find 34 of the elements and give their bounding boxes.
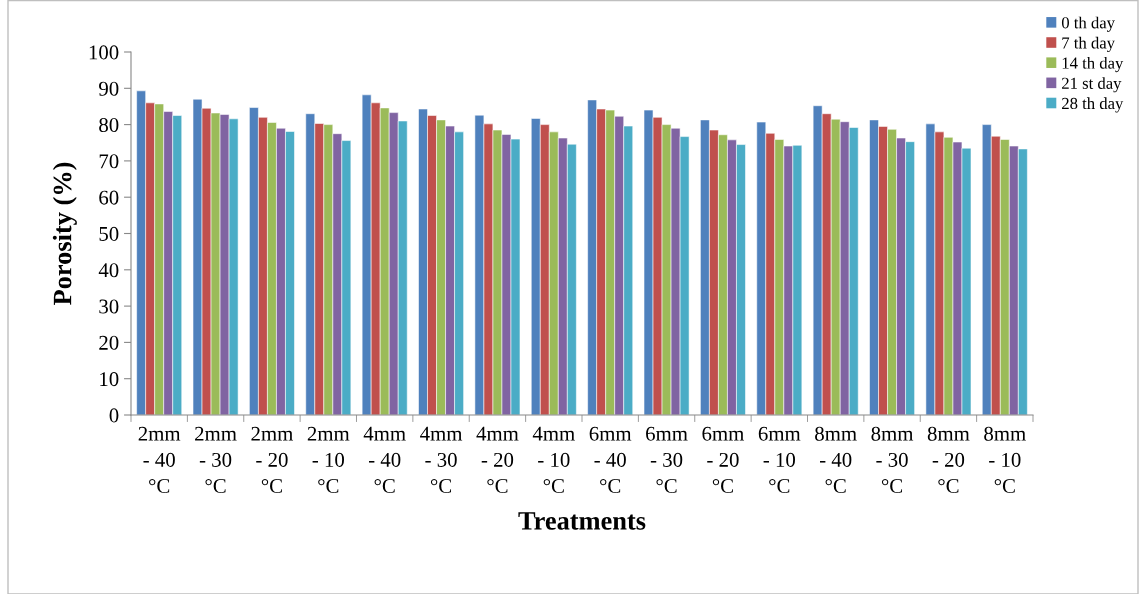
x-tick-label: 6mm - 10 °C: [758, 426, 801, 494]
y-tick-label: 70: [99, 154, 119, 169]
legend-label: 28 th day: [1062, 97, 1124, 113]
x-tick-label: 4mm - 40 °C: [363, 426, 406, 494]
legend-label: 21 st day: [1062, 77, 1122, 93]
x-tick-label: 6mm - 20 °C: [702, 426, 745, 494]
x-axis-title: Treatments: [518, 512, 646, 530]
x-tick-label: 8mm - 30 °C: [871, 426, 914, 494]
y-tick-label: 40: [98, 263, 119, 278]
legend-label: 0 th day: [1061, 16, 1115, 32]
y-tick-label: 50: [99, 226, 119, 241]
y-tick-label: 20: [99, 335, 119, 350]
x-tick-label: 8mm - 20 °C: [927, 426, 970, 494]
legend-label: 7 th day: [1062, 36, 1115, 52]
x-tick-label: 2mm - 30 °C: [195, 426, 237, 494]
x-tick-label: 8mm - 10 °C: [984, 426, 1026, 494]
x-tick-label: 2mm - 20 °C: [251, 426, 294, 494]
x-tick-label: 6mm - 30 °C: [646, 426, 688, 494]
y-tick-label: 100: [89, 45, 119, 60]
x-tick-label: 2mm - 10 °C: [307, 426, 350, 494]
x-tick-label: 4mm - 20 °C: [476, 426, 519, 494]
x-tick-label: 6mm - 40 °C: [589, 426, 632, 494]
x-tick-label: 4mm - 30 °C: [420, 426, 463, 494]
x-tick-label: 4mm - 10 °C: [532, 426, 575, 494]
y-tick-label: 90: [99, 81, 119, 96]
x-tick-label: 8mm - 40 °C: [815, 426, 857, 494]
y-tick-label: 10: [100, 372, 119, 387]
y-axis-title: Porosity (%): [52, 162, 77, 305]
y-tick-label: 0: [109, 408, 119, 423]
y-tick-label: 80: [99, 117, 119, 133]
y-tick-label: 30: [99, 299, 119, 314]
legend-label: 14 th day: [1062, 56, 1124, 73]
x-tick-label: 2mm - 40 °C: [138, 426, 181, 494]
y-tick-label: 60: [99, 190, 119, 205]
